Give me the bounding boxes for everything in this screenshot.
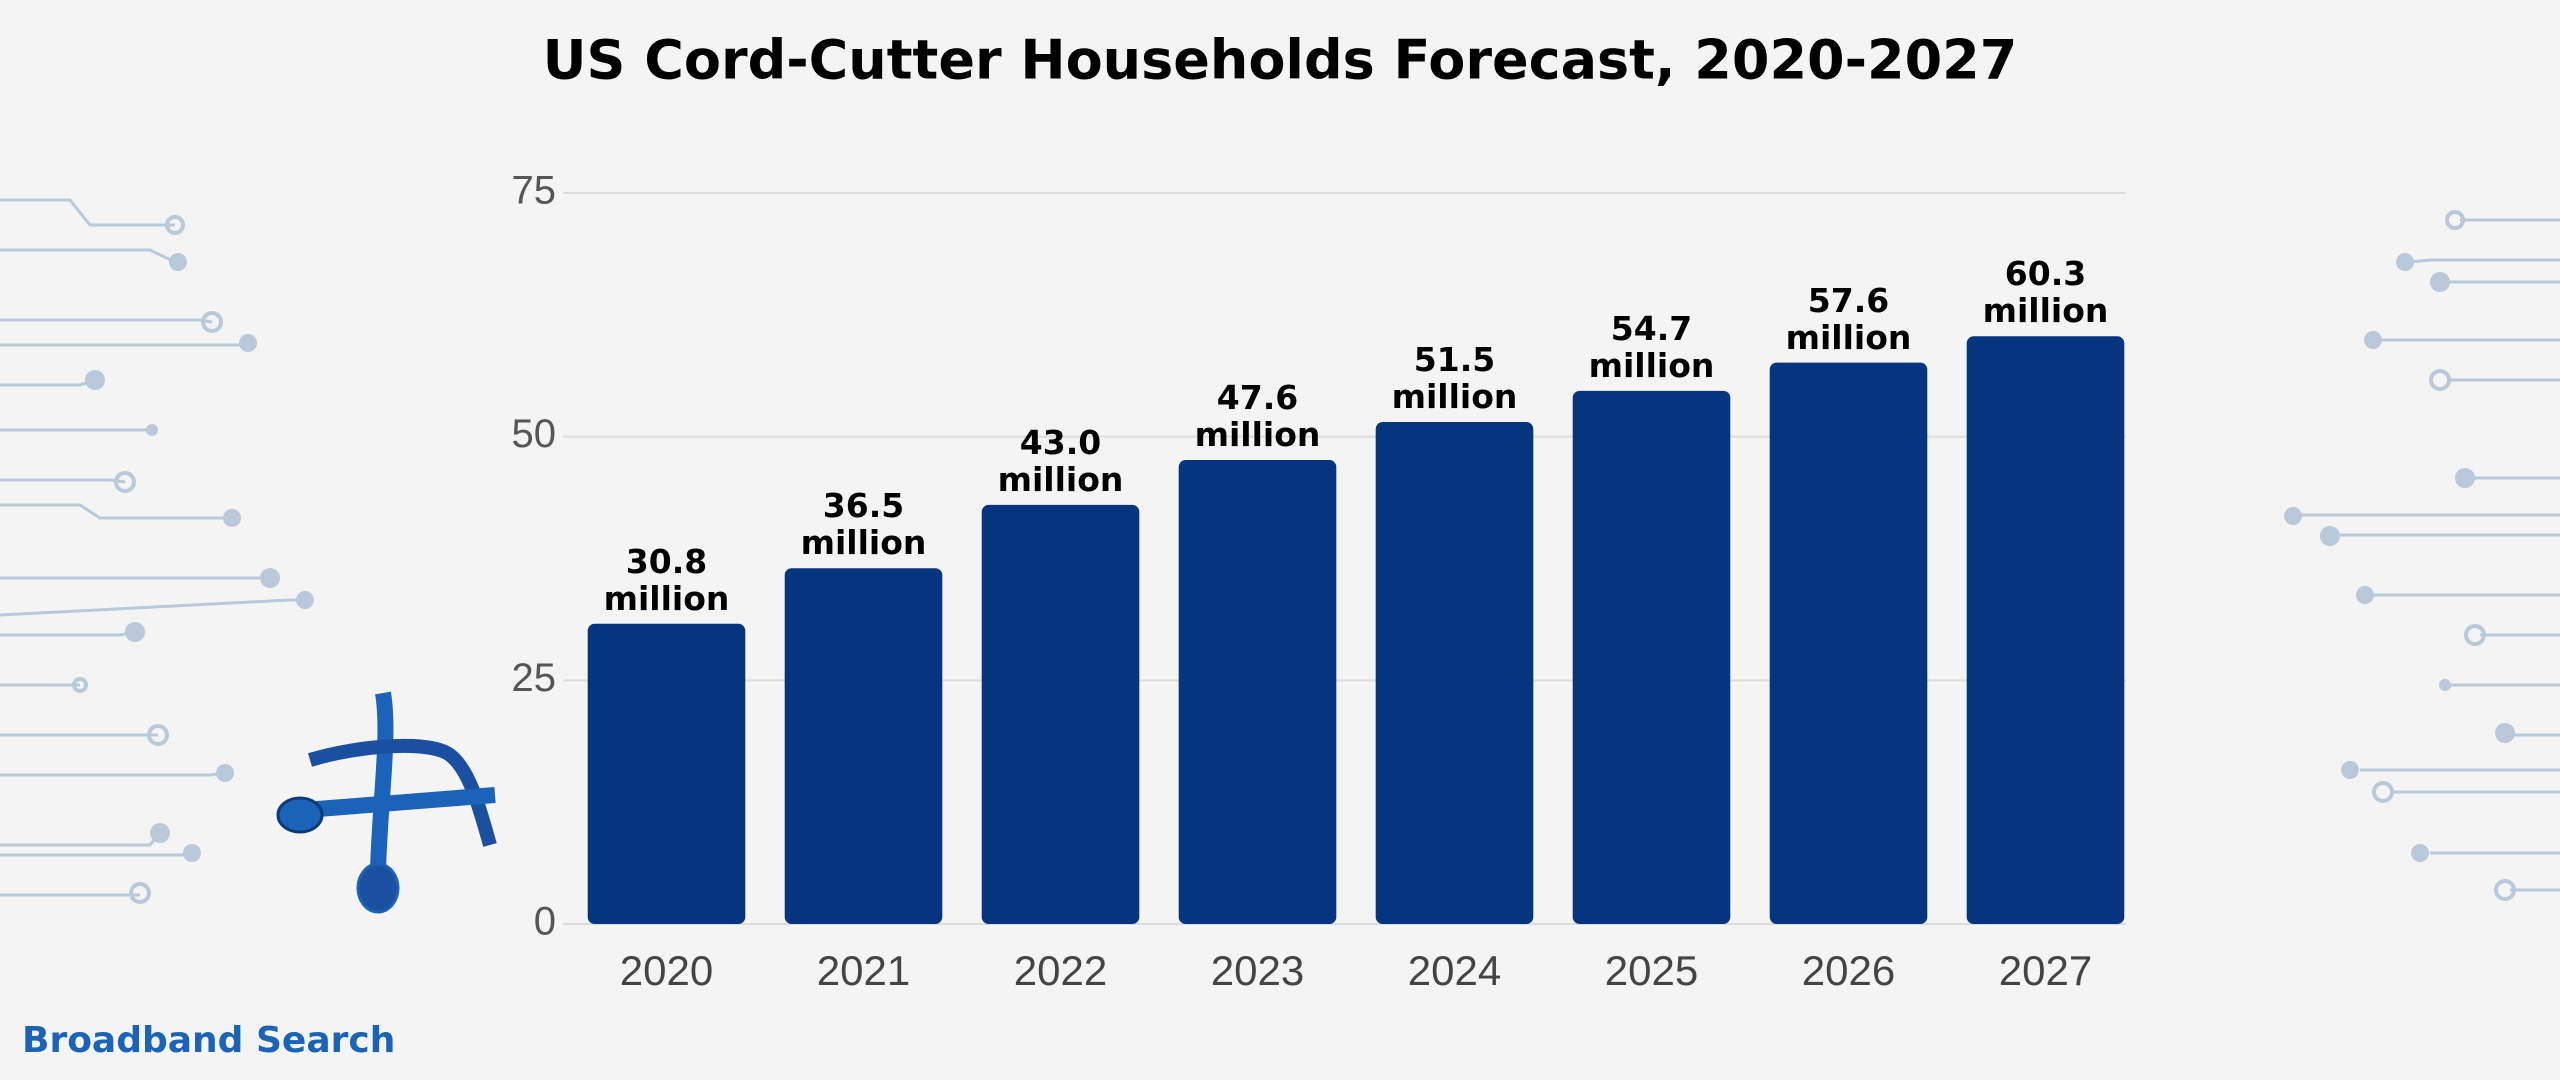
bar bbox=[587, 623, 746, 924]
x-tick-label: 2025 bbox=[1605, 947, 1698, 994]
x-tick-label: 2020 bbox=[620, 947, 713, 994]
value-label: 36.5 million bbox=[800, 486, 927, 563]
x-tick-label: 2022 bbox=[1014, 947, 1107, 994]
bar bbox=[1178, 460, 1337, 924]
x-tick-label: 2024 bbox=[1408, 947, 1501, 994]
scissors-icon bbox=[276, 691, 497, 914]
value-label: 30.8 million bbox=[603, 541, 730, 618]
value-label: 47.6 million bbox=[1194, 378, 1321, 455]
bar bbox=[1572, 390, 1731, 925]
bar bbox=[981, 504, 1140, 924]
y-tick-label: 25 bbox=[512, 656, 557, 700]
value-label: 60.3 million bbox=[1982, 254, 2109, 331]
x-tick-label: 2023 bbox=[1211, 947, 1304, 994]
bar bbox=[1966, 336, 2125, 924]
decoration-right bbox=[2284, 210, 2560, 901]
x-tick-label: 2027 bbox=[1999, 947, 2092, 994]
bar bbox=[1375, 422, 1534, 924]
source-brand: Broadband Search bbox=[22, 1020, 395, 1061]
bar bbox=[784, 568, 943, 924]
value-label: 57.6 million bbox=[1785, 280, 1912, 357]
y-tick-label: 75 bbox=[512, 169, 557, 213]
value-label: 43.0 million bbox=[997, 423, 1124, 499]
y-tick-label: 0 bbox=[534, 900, 556, 944]
x-tick-label: 2021 bbox=[817, 947, 910, 994]
x-tick-label: 2026 bbox=[1802, 947, 1895, 994]
value-label: 51.5 million bbox=[1391, 340, 1518, 417]
value-label: 54.7 million bbox=[1588, 308, 1715, 385]
chart-title: US Cord-Cutter Households Forecast, 2020… bbox=[543, 29, 2018, 92]
y-tick-label: 50 bbox=[512, 412, 557, 456]
decoration-left bbox=[0, 198, 314, 904]
bar bbox=[1769, 362, 1928, 924]
